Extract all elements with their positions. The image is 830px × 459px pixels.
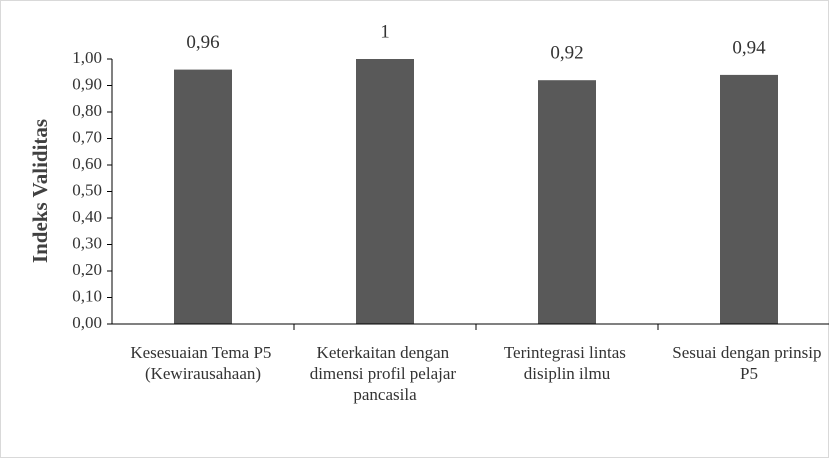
- x-tick-label-line: Kesesuaian Tema P5: [130, 343, 275, 362]
- y-tick-label: 0,60: [72, 154, 102, 173]
- x-tick-label: Kesesuaian Tema P5 (Kewirausahaan): [130, 343, 275, 383]
- value-label: 1: [380, 21, 390, 42]
- x-tick-label-line: pancasila: [353, 385, 417, 404]
- y-tick-label: 0,90: [72, 74, 102, 93]
- x-tick-label-line: Keterkaitan dengan: [317, 343, 454, 362]
- bar: [720, 74, 778, 325]
- y-tick-label: 1,00: [72, 48, 102, 67]
- bar: [356, 59, 414, 324]
- y-tick-label: 0,30: [72, 233, 102, 252]
- x-tick-label-line: P5: [740, 364, 758, 383]
- bar: [174, 69, 232, 324]
- x-tick-label-line: Terintegrasi lintas: [504, 343, 630, 362]
- value-label: 0,96: [186, 32, 219, 53]
- x-tick-label: Terintegrasi lintas disiplin ilmu: [504, 343, 630, 383]
- y-tick-label: 0,50: [72, 180, 102, 199]
- value-label: 0,92: [550, 43, 583, 64]
- x-tick-label-line: dimensi profil pelajar: [310, 364, 461, 383]
- y-axis-title: Indeks Validitas: [28, 119, 52, 263]
- x-tick-label-line: (Kewirausahaan): [145, 364, 261, 383]
- y-tick-label: 0,70: [72, 127, 102, 146]
- value-label: 0,94: [732, 37, 766, 58]
- y-tick-label: 0,00: [72, 313, 102, 332]
- y-tick-label: 0,40: [72, 207, 102, 226]
- x-tick-label-line: disiplin ilmu: [524, 364, 611, 383]
- y-tick-label: 0,80: [72, 101, 102, 120]
- y-tick-label: 0,20: [72, 260, 102, 279]
- x-tick-label: Sesuai dengan prinsip P5: [672, 343, 825, 383]
- x-tick-label-line: Sesuai dengan prinsip: [672, 343, 825, 362]
- bar: [538, 80, 596, 324]
- y-tick-label: 0,10: [72, 286, 102, 305]
- x-tick-label: Keterkaitan dengan dimensi profil pelaja…: [310, 343, 461, 404]
